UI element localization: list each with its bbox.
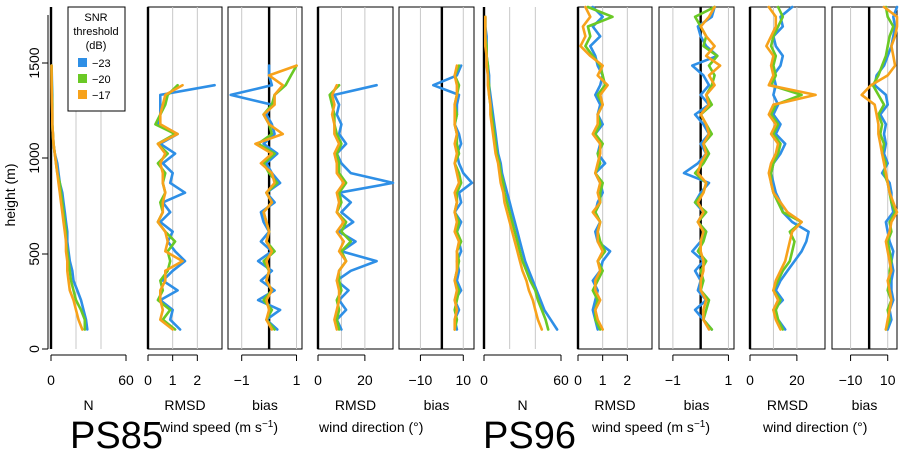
- x-tick-label: −10: [839, 372, 863, 388]
- x-tick-label: 20: [789, 372, 805, 388]
- legend-title-line: threshold: [73, 26, 118, 38]
- panel-ps85-rmsd: 0 1 2 RMSD: [144, 6, 223, 413]
- legend-entry-label: −23: [92, 58, 111, 70]
- panel-ps85-rmsd: 0 20 RMSD: [314, 6, 395, 413]
- series-line: [330, 83, 348, 331]
- x-axis-label: RMSD: [335, 397, 376, 413]
- x-tick-label: 0: [314, 372, 322, 388]
- panel-frame: [577, 6, 653, 350]
- y-axis-label: height (m): [2, 163, 18, 226]
- series-line: [682, 5, 719, 331]
- legend-swatch: [78, 74, 87, 83]
- legend-title-line: (dB): [86, 40, 107, 52]
- x-axis-label: bias: [684, 397, 710, 413]
- wind-speed-caption-ps96: wind speed (m s−1): [591, 419, 710, 435]
- panel-ps96-n: 0 60 N: [480, 7, 569, 413]
- y-tick-label: 0: [26, 345, 42, 353]
- y-axis: 0 500 1000 1500 height (m): [2, 15, 49, 353]
- wind-speed-caption-ps85: wind speed (m s−1): [159, 419, 278, 435]
- series-line: [453, 64, 461, 331]
- legend-box: [67, 6, 126, 112]
- series-line: [333, 83, 395, 331]
- x-tick-label: −1: [234, 372, 250, 388]
- legend-swatch: [78, 90, 87, 99]
- x-tick-label: 1: [169, 372, 177, 388]
- panel-ps96-rmsd: 0 20 RMSD: [746, 5, 826, 413]
- x-tick-label: 1: [293, 372, 301, 388]
- panel-frame: [749, 6, 826, 350]
- panel-ps85-bias: −10 10 bias: [398, 6, 475, 413]
- group-label-ps85: PS85: [70, 415, 163, 449]
- panel-ps85-bias: −1 1 bias: [227, 6, 303, 413]
- x-tick-label: 0: [480, 372, 488, 388]
- legend-swatch: [78, 58, 87, 67]
- series-line: [50, 64, 84, 331]
- x-tick-label: 10: [880, 372, 896, 388]
- x-tick-label: 2: [193, 372, 201, 388]
- series-line: [156, 83, 216, 331]
- series-line: [156, 83, 184, 331]
- series-line: [765, 5, 817, 331]
- series-line: [579, 5, 609, 331]
- y-tick-label: 1000: [26, 142, 42, 173]
- series-line: [483, 15, 550, 331]
- x-axis-label: RMSD: [594, 397, 635, 413]
- series-line: [483, 15, 559, 331]
- x-axis-label: bias: [252, 397, 278, 413]
- wind-dir-caption-ps96: wind direction (°): [762, 419, 867, 435]
- panel-frame: [398, 6, 475, 350]
- x-tick-label: 0: [746, 372, 754, 388]
- y-tick-label: 500: [26, 242, 42, 266]
- x-axis-label: bias: [424, 397, 450, 413]
- x-tick-label: −1: [665, 372, 681, 388]
- panel-frame: [658, 6, 735, 350]
- x-tick-label: 0: [574, 372, 582, 388]
- x-tick-label: 1: [599, 372, 607, 388]
- wind-dir-caption-ps85: wind direction (°): [318, 419, 423, 435]
- panel-frame: [227, 6, 303, 350]
- x-axis-label: N: [517, 397, 527, 413]
- x-axis-label: RMSD: [164, 397, 205, 413]
- x-tick-label: 10: [455, 372, 471, 388]
- legend-entry-label: −20: [92, 74, 111, 86]
- panel-ps96-rmsd: 0 1 2 RMSD: [574, 5, 653, 413]
- series-line: [256, 64, 298, 331]
- x-tick-label: 2: [623, 372, 631, 388]
- series-line: [483, 15, 544, 331]
- x-axis-label: bias: [852, 397, 878, 413]
- panel-ps96-bias: −1 1 bias: [658, 5, 735, 413]
- group-label-ps96: PS96: [483, 415, 576, 449]
- legend-entry-label: −17: [92, 90, 111, 102]
- x-tick-label: 60: [118, 372, 134, 388]
- series-line: [696, 5, 722, 331]
- series-line: [254, 64, 298, 331]
- x-tick-label: 0: [47, 372, 55, 388]
- y-tick-label: 1500: [26, 47, 42, 78]
- series-line: [431, 64, 474, 331]
- series-line: [769, 5, 803, 331]
- legend: SNR threshold (dB) −23 −20 −17: [67, 6, 126, 112]
- x-axis-label: RMSD: [767, 397, 808, 413]
- x-tick-label: 1: [725, 372, 733, 388]
- x-tick-label: 20: [357, 372, 373, 388]
- panel-frame: [831, 6, 898, 350]
- x-axis-label: N: [83, 397, 93, 413]
- x-tick-label: 0: [144, 372, 152, 388]
- x-tick-label: −10: [409, 372, 433, 388]
- x-tick-label: 60: [553, 372, 569, 388]
- series-line: [860, 5, 899, 331]
- panel-frame: [317, 6, 394, 350]
- legend-title-line: SNR: [84, 12, 107, 24]
